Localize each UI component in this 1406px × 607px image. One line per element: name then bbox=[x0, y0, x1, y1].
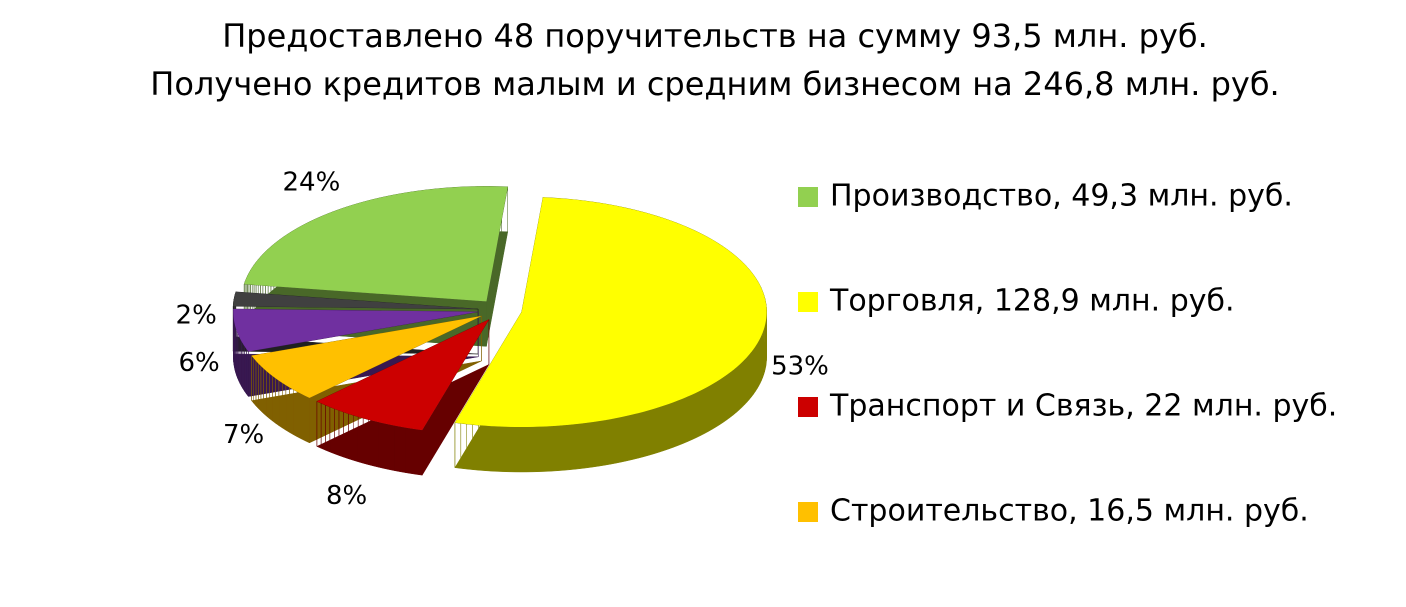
chart-title: Получено кредитов малым и средним бизнес… bbox=[150, 65, 1279, 103]
slice bbox=[233, 308, 479, 352]
slice bbox=[454, 197, 767, 427]
chart-title: Предоставлено 48 поручительств на сумму … bbox=[222, 17, 1208, 55]
data-label: 2% bbox=[176, 300, 217, 330]
slice bbox=[316, 319, 489, 431]
legend-label: Транспорт и Связь, 22 млн. руб. bbox=[829, 389, 1337, 424]
slice bbox=[233, 291, 479, 310]
data-label: 24% bbox=[282, 168, 340, 198]
legend-label: Строительство, 16,5 млн. руб. bbox=[830, 494, 1309, 529]
legend-swatch bbox=[798, 397, 818, 417]
legend-label: Производство, 49,3 млн. руб. bbox=[830, 179, 1293, 214]
data-label: 7% bbox=[223, 420, 264, 450]
slice bbox=[244, 186, 508, 302]
legend-swatch bbox=[798, 502, 818, 522]
legend-label: Торговля, 128,9 млн. руб. bbox=[829, 284, 1235, 319]
legend-swatch bbox=[798, 187, 818, 207]
legend-swatch bbox=[798, 292, 818, 312]
data-label: 8% bbox=[326, 481, 367, 511]
data-label: 53% bbox=[771, 351, 829, 381]
slice bbox=[251, 315, 482, 398]
data-label: 6% bbox=[178, 348, 219, 378]
